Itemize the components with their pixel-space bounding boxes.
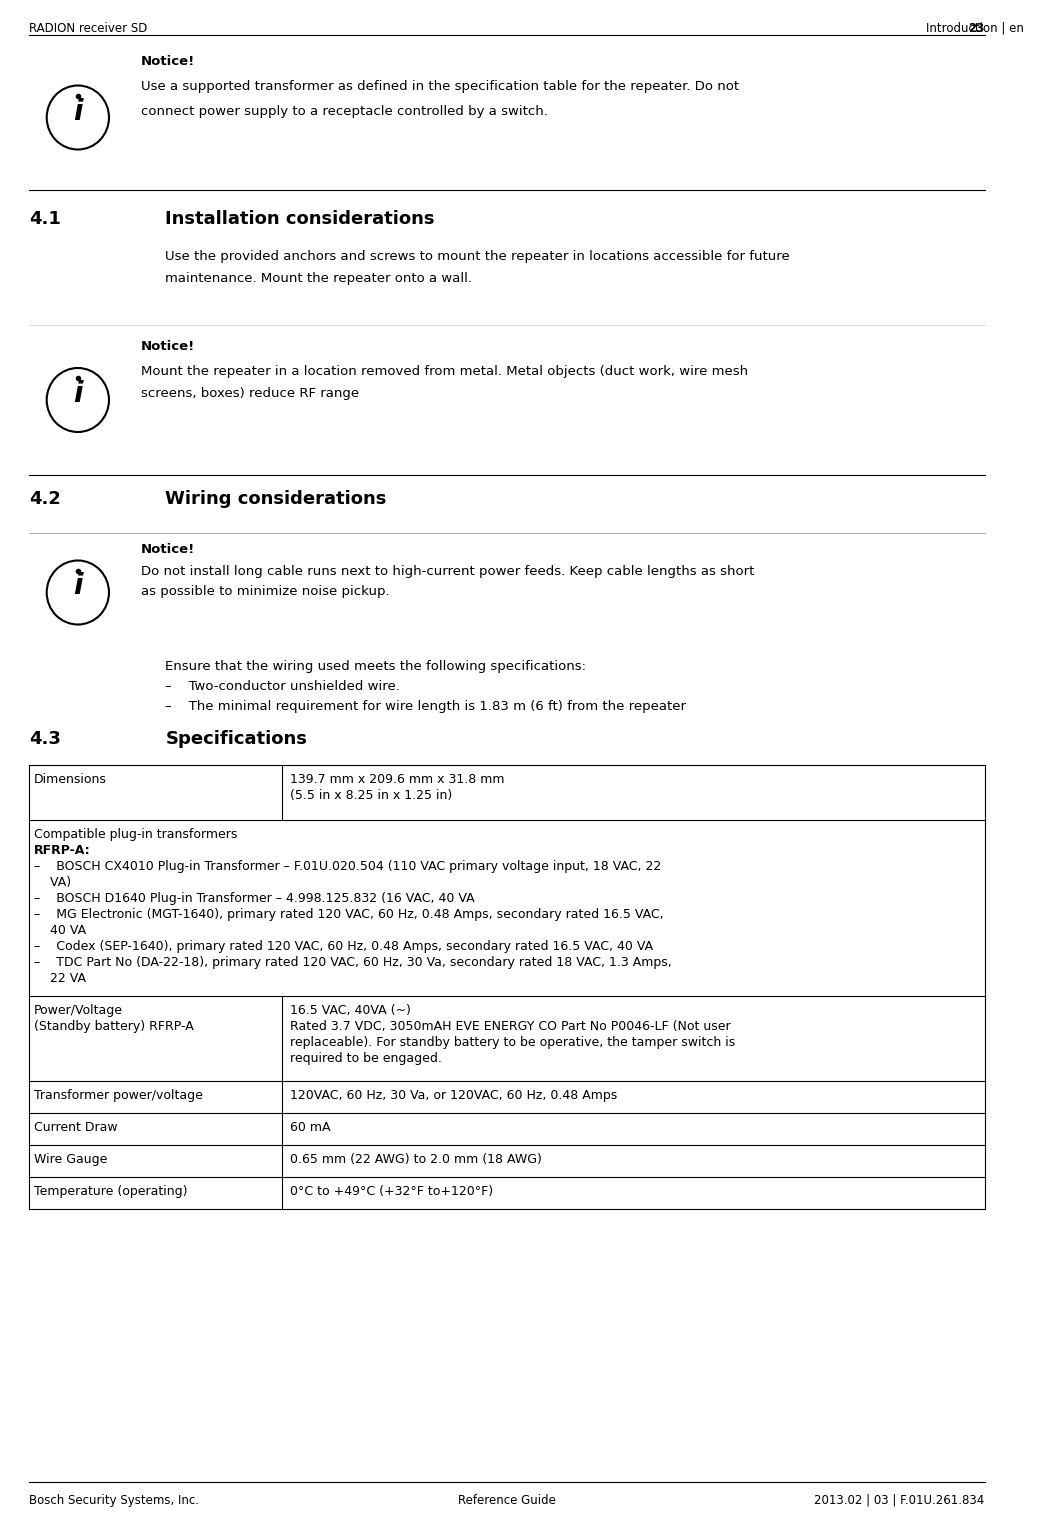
Text: Installation considerations: Installation considerations xyxy=(166,211,435,228)
Text: Introduction | en: Introduction | en xyxy=(926,21,1024,35)
Text: 16.5 VAC, 40VA (~): 16.5 VAC, 40VA (~) xyxy=(290,1003,411,1017)
Text: 4.1: 4.1 xyxy=(29,211,61,228)
Text: –    Codex (SEP-1640), primary rated 120 VAC, 60 Hz, 0.48 Amps, secondary rated : – Codex (SEP-1640), primary rated 120 VA… xyxy=(34,941,653,953)
Text: Wiring considerations: Wiring considerations xyxy=(166,490,387,508)
Text: 2013.02 | 03 | F.01U.261.834: 2013.02 | 03 | F.01U.261.834 xyxy=(815,1493,985,1507)
Text: Current Draw: Current Draw xyxy=(34,1121,118,1135)
Text: –    MG Electronic (MGT-1640), primary rated 120 VAC, 60 Hz, 0.48 Amps, secondar: – MG Electronic (MGT-1640), primary rate… xyxy=(34,909,664,921)
Text: Notice!: Notice! xyxy=(141,55,195,69)
Text: i: i xyxy=(73,380,82,408)
Text: 4.2: 4.2 xyxy=(29,490,61,508)
Text: RFRP-A:: RFRP-A: xyxy=(34,844,91,857)
Text: –    The minimal requirement for wire length is 1.83 m (6 ft) from the repeater: – The minimal requirement for wire lengt… xyxy=(166,699,687,713)
Text: 40 VA: 40 VA xyxy=(34,924,86,938)
Text: 60 mA: 60 mA xyxy=(290,1121,330,1135)
Text: Transformer power/voltage: Transformer power/voltage xyxy=(34,1089,203,1102)
Text: connect power supply to a receptacle controlled by a switch.: connect power supply to a receptacle con… xyxy=(141,105,548,118)
Text: Ensure that the wiring used meets the following specifications:: Ensure that the wiring used meets the fo… xyxy=(166,660,587,673)
Text: replaceable). For standby battery to be operative, the tamper switch is: replaceable). For standby battery to be … xyxy=(290,1035,736,1049)
Text: 22 VA: 22 VA xyxy=(34,973,86,985)
Text: Use the provided anchors and screws to mount the repeater in locations accessibl: Use the provided anchors and screws to m… xyxy=(166,250,790,263)
Text: 120VAC, 60 Hz, 30 Va, or 120VAC, 60 Hz, 0.48 Amps: 120VAC, 60 Hz, 30 Va, or 120VAC, 60 Hz, … xyxy=(290,1089,617,1102)
Text: (5.5 in x 8.25 in x 1.25 in): (5.5 in x 8.25 in x 1.25 in) xyxy=(290,789,452,802)
Text: as possible to minimize noise pickup.: as possible to minimize noise pickup. xyxy=(141,585,390,599)
Text: Reference Guide: Reference Guide xyxy=(458,1493,555,1507)
Text: screens, boxes) reduce RF range: screens, boxes) reduce RF range xyxy=(141,386,359,400)
Text: 23: 23 xyxy=(968,21,985,35)
Text: –    BOSCH D1640 Plug-in Transformer – 4.998.125.832 (16 VAC, 40 VA: – BOSCH D1640 Plug-in Transformer – 4.99… xyxy=(34,892,475,906)
Text: Mount the repeater in a location removed from metal. Metal objects (duct work, w: Mount the repeater in a location removed… xyxy=(141,365,748,379)
Text: Use a supported transformer as defined in the specification table for the repeat: Use a supported transformer as defined i… xyxy=(141,79,739,93)
Text: VA): VA) xyxy=(34,876,71,889)
Text: Rated 3.7 VDC, 3050mAH EVE ENERGY CO Part No P0046-LF (Not user: Rated 3.7 VDC, 3050mAH EVE ENERGY CO Par… xyxy=(290,1020,730,1032)
Text: i: i xyxy=(73,573,82,600)
Text: Bosch Security Systems, Inc.: Bosch Security Systems, Inc. xyxy=(29,1493,199,1507)
Text: required to be engaged.: required to be engaged. xyxy=(290,1052,442,1064)
Text: 4.3: 4.3 xyxy=(29,730,61,748)
Text: Specifications: Specifications xyxy=(166,730,307,748)
Text: Wire Gauge: Wire Gauge xyxy=(34,1153,107,1167)
Text: Temperature (operating): Temperature (operating) xyxy=(34,1185,188,1199)
Text: –    BOSCH CX4010 Plug-in Transformer – F.01U.020.504 (110 VAC primary voltage i: – BOSCH CX4010 Plug-in Transformer – F.0… xyxy=(34,860,662,873)
Text: Do not install long cable runs next to high-current power feeds. Keep cable leng: Do not install long cable runs next to h… xyxy=(141,565,754,579)
Text: Notice!: Notice! xyxy=(141,544,195,556)
Text: i: i xyxy=(73,98,82,125)
Text: Dimensions: Dimensions xyxy=(34,773,107,786)
Text: Power/Voltage: Power/Voltage xyxy=(34,1003,123,1017)
Text: Compatible plug-in transformers: Compatible plug-in transformers xyxy=(34,828,238,841)
Text: Notice!: Notice! xyxy=(141,341,195,353)
Text: maintenance. Mount the repeater onto a wall.: maintenance. Mount the repeater onto a w… xyxy=(166,272,472,286)
Text: –    Two-conductor unshielded wire.: – Two-conductor unshielded wire. xyxy=(166,680,400,693)
Text: 139.7 mm x 209.6 mm x 31.8 mm: 139.7 mm x 209.6 mm x 31.8 mm xyxy=(290,773,504,786)
Text: –    TDC Part No (DA-22-18), primary rated 120 VAC, 60 Hz, 30 Va, secondary rate: – TDC Part No (DA-22-18), primary rated … xyxy=(34,956,672,970)
Text: 0°C to +49°C (+32°F to+120°F): 0°C to +49°C (+32°F to+120°F) xyxy=(290,1185,493,1199)
Text: RADION receiver SD: RADION receiver SD xyxy=(29,21,148,35)
Text: (Standby battery) RFRP-A: (Standby battery) RFRP-A xyxy=(34,1020,194,1032)
Text: 0.65 mm (22 AWG) to 2.0 mm (18 AWG): 0.65 mm (22 AWG) to 2.0 mm (18 AWG) xyxy=(290,1153,542,1167)
